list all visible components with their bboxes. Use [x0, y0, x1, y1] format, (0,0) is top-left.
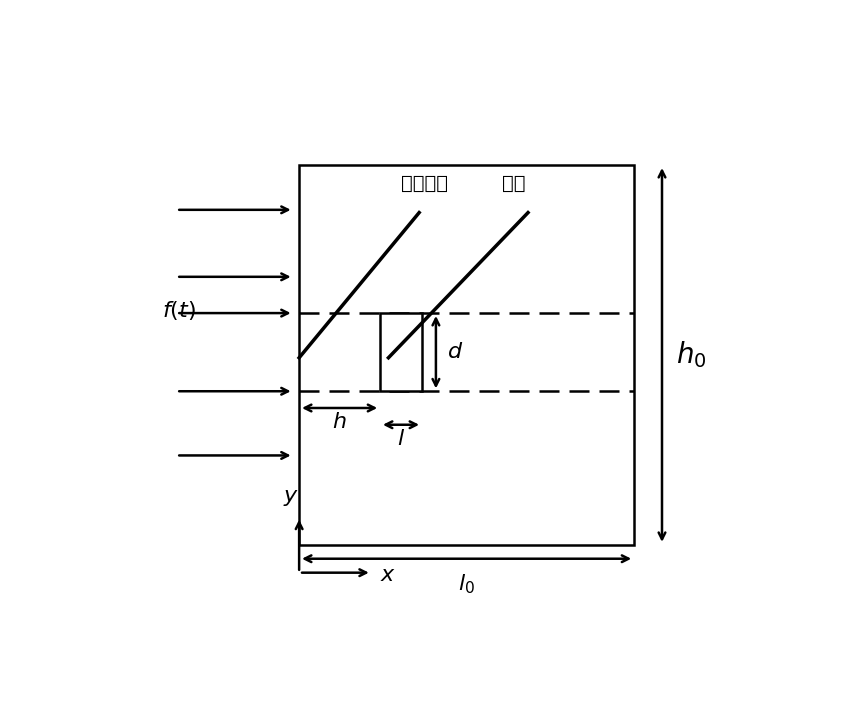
Text: 缺陷: 缺陷: [502, 174, 526, 193]
Text: $f(t)$: $f(t)$: [163, 299, 196, 322]
Text: $d$: $d$: [447, 341, 463, 363]
Text: $y$: $y$: [282, 486, 299, 508]
Text: $x$: $x$: [380, 565, 396, 587]
Text: $h$: $h$: [332, 411, 347, 433]
Text: 缺陷区域: 缺陷区域: [401, 174, 449, 193]
Text: $l$: $l$: [397, 428, 405, 450]
Bar: [299, 165, 634, 544]
Text: $h_0$: $h_0$: [676, 339, 706, 370]
Text: $l_0$: $l_0$: [458, 573, 475, 596]
Bar: [380, 313, 422, 392]
